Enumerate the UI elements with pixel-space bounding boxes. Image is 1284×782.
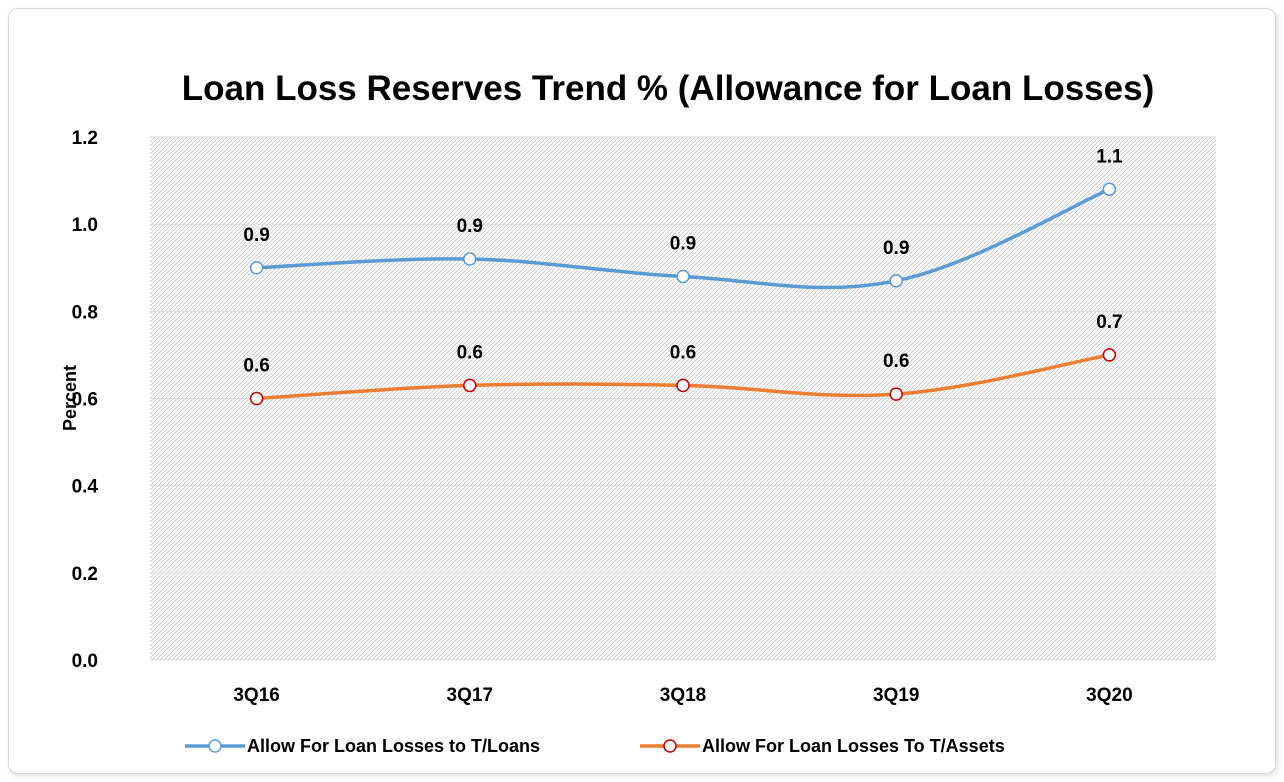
data-label: 0.9 (243, 225, 269, 246)
y-tick-label: 1.0 (72, 215, 98, 236)
data-label: 0.6 (457, 342, 483, 363)
y-axis-label: Percent (60, 365, 80, 431)
data-point (889, 387, 903, 401)
y-tick-label: 1.2 (72, 128, 98, 149)
data-point (1102, 182, 1117, 197)
x-tick-label: 3Q19 (873, 685, 919, 706)
series-2: 0.6 0.6 0.6 0.6 0.7 (243, 312, 1123, 406)
data-label: 0.7 (1096, 312, 1122, 333)
x-tick-label: 3Q18 (660, 685, 706, 706)
data-label: 0.6 (670, 342, 696, 363)
x-tick-label: 3Q16 (233, 685, 279, 706)
y-tick-label: 0.2 (72, 564, 98, 585)
data-point (889, 274, 903, 288)
series-layer: 0.9 0.9 0.9 0.9 1.1 0.6 0.6 0.6 0.6 0.7 (243, 146, 1123, 406)
legend-marker-icon (663, 739, 677, 753)
y-tick-label: 0.6 (72, 390, 98, 411)
y-tick-label: 0.8 (72, 302, 98, 323)
legend-item: Allow For Loan Losses to T/Loans (185, 736, 540, 756)
legend-marker-icon (208, 739, 222, 753)
series-1: 0.9 0.9 0.9 0.9 1.1 (243, 146, 1123, 290)
y-tick-label: 0.0 (72, 651, 98, 672)
chart-title: Loan Loss Reserves Trend % (Allowance fo… (182, 69, 1154, 108)
data-point (676, 378, 690, 393)
data-label: 1.1 (1096, 146, 1123, 167)
y-tick-label: 0.4 (72, 477, 99, 498)
data-point (463, 378, 477, 393)
data-point (1102, 348, 1117, 362)
data-label: 0.9 (883, 238, 909, 259)
x-tick-label: 3Q17 (447, 685, 493, 706)
legend-label: Allow For Loan Losses to T/Loans (247, 736, 540, 756)
data-label: 0.6 (883, 351, 909, 372)
y-axis-ticks: 0.0 0.2 0.4 0.6 0.8 1.0 1.2 (72, 128, 99, 672)
data-point (249, 261, 264, 275)
x-axis-ticks: 3Q16 3Q17 3Q18 3Q19 3Q20 (233, 685, 1132, 706)
data-label: 0.6 (243, 356, 269, 377)
data-point (249, 391, 264, 406)
data-point (676, 269, 690, 284)
legend: Allow For Loan Losses to T/Loans Allow Fo… (185, 736, 1005, 756)
x-tick-label: 3Q20 (1086, 685, 1132, 706)
legend-item: Allow For Loan Losses To T/Assets (640, 736, 1005, 756)
data-point (463, 252, 477, 266)
data-label: 0.9 (457, 216, 483, 237)
legend-label: Allow For Loan Losses To T/Assets (702, 736, 1005, 756)
data-label: 0.9 (670, 233, 696, 254)
